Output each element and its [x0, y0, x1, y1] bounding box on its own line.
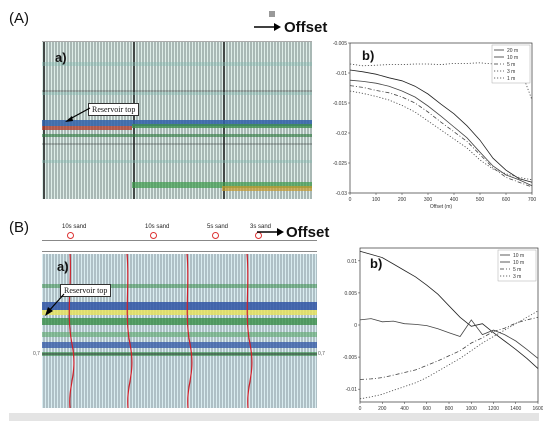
x-tick-label: 400 — [400, 406, 409, 412]
sand-marker-1 — [67, 232, 74, 239]
reservoir-top-label-a: Reservoir top — [88, 103, 140, 116]
left-time-marker-b: 0,7 — [33, 351, 40, 357]
x-tick-label: 400 — [450, 197, 459, 203]
series-line — [359, 310, 539, 400]
chart-b-label: b) — [370, 256, 383, 271]
sand-label-4: 3s sand — [250, 224, 272, 230]
seismic-a-header — [42, 33, 312, 42]
x-tick-label: 600 — [423, 406, 432, 412]
bottom-strip — [9, 413, 539, 421]
x-tick-label: 1000 — [466, 406, 477, 412]
y-tick-label: 0.01 — [347, 259, 357, 265]
legend-entry: 5 m — [513, 267, 521, 273]
x-tick-label: 300 — [424, 197, 433, 203]
sand-label-1: 10s sand — [62, 224, 87, 230]
x-tick-label: 1400 — [510, 406, 521, 412]
legend-entry: 1 m — [507, 76, 515, 82]
panel-b-label: (B) — [9, 219, 29, 236]
amplitude-plot-a: 0 100 200 300 400 500 600 700 -0.005 -0.01 -0.015 -… — [322, 41, 537, 210]
header-rule-1 — [42, 240, 317, 241]
series-line — [359, 316, 539, 380]
legend-entry: 10 m — [513, 253, 524, 259]
seismic-a-label: a) — [55, 50, 67, 65]
x-tick-label: 800 — [445, 406, 454, 412]
y-tick-label: -0.025 — [333, 161, 347, 167]
offset-marker-a — [269, 11, 275, 17]
y-tick-label: -0.01 — [346, 387, 358, 393]
amplitude-plot-b: 0 200 400 600 800 1000 1200 1400 1600 0.01 0.005 0 -… — [332, 247, 544, 412]
seismic-b-header: 10s sand 10s sand 5s sand 3s sand — [42, 224, 317, 254]
series-line — [359, 250, 539, 369]
amplitude-chart-b: 0 200 400 600 800 1000 1200 1400 1600 0.01 0.005 0 -… — [332, 240, 544, 418]
reservoir-arrow-a — [65, 107, 91, 122]
y-tick-label: -0.02 — [336, 131, 348, 137]
amplitude-chart-a: 0 100 200 300 400 500 600 700 -0.005 -0.01 -0.015 -… — [322, 35, 538, 213]
offset-arrow-b — [257, 228, 284, 236]
series-line — [349, 69, 533, 183]
y-tick-label: -0.015 — [333, 101, 347, 107]
legend-box — [491, 44, 531, 84]
x-axis-label: Offset (m) — [430, 204, 452, 210]
y-tick-label: -0.03 — [336, 191, 348, 197]
offset-label-a: Offset — [284, 19, 328, 36]
legend-entry: 10 m — [513, 260, 524, 266]
seismic-section-b — [42, 254, 317, 408]
y-tick-label: -0.005 — [333, 41, 347, 47]
plot-frame — [349, 42, 533, 194]
x-tick-label: 1600 — [532, 406, 543, 412]
legend-entry: 20 m — [507, 48, 518, 54]
series-line — [359, 318, 539, 359]
series-line — [349, 79, 533, 187]
seismic-section-a — [42, 42, 312, 199]
y-tick-label: -0.005 — [343, 355, 357, 361]
sand-label-2: 10s sand — [145, 224, 170, 230]
sand-marker-3 — [212, 232, 219, 239]
x-tick-label: 100 — [372, 197, 381, 203]
offset-label-b: Offset — [286, 224, 330, 241]
panel-a-label: (A) — [9, 10, 29, 27]
offset-arrow-a — [254, 23, 281, 31]
legend-entry: 5 m — [507, 62, 515, 68]
x-tick-label: 1200 — [488, 406, 499, 412]
seismic-traces-b — [42, 254, 317, 408]
series-line — [349, 61, 533, 101]
reservoir-top-label-b: Reservoir top — [60, 284, 112, 297]
y-tick-label: 0.005 — [344, 291, 357, 297]
seismic-traces-a — [42, 42, 312, 199]
x-tick-label: 200 — [378, 406, 387, 412]
x-tick-label: 0 — [359, 406, 362, 412]
sand-label-3: 5s sand — [207, 224, 229, 230]
x-tick-label: 600 — [502, 197, 511, 203]
chart-a-label: b) — [362, 48, 375, 63]
header-rule-2 — [42, 251, 317, 252]
sand-marker-2 — [150, 232, 157, 239]
y-tick-label: -0.01 — [336, 71, 348, 77]
x-tick-label: 500 — [476, 197, 485, 203]
reservoir-arrow-b — [45, 293, 65, 316]
seismic-b-label: a) — [57, 259, 69, 274]
x-tick-label: 200 — [398, 197, 407, 203]
legend-entry: 3 m — [507, 69, 515, 75]
legend-entry: 10 m — [507, 55, 518, 61]
series-line — [349, 90, 533, 181]
x-tick-label: 0 — [349, 197, 352, 203]
legend-entry: 3 m — [513, 274, 521, 280]
y-tick-label: 0 — [354, 323, 357, 329]
x-tick-label: 700 — [528, 197, 537, 203]
right-time-marker-b: 0,7 — [318, 351, 325, 357]
series-line — [349, 85, 533, 188]
